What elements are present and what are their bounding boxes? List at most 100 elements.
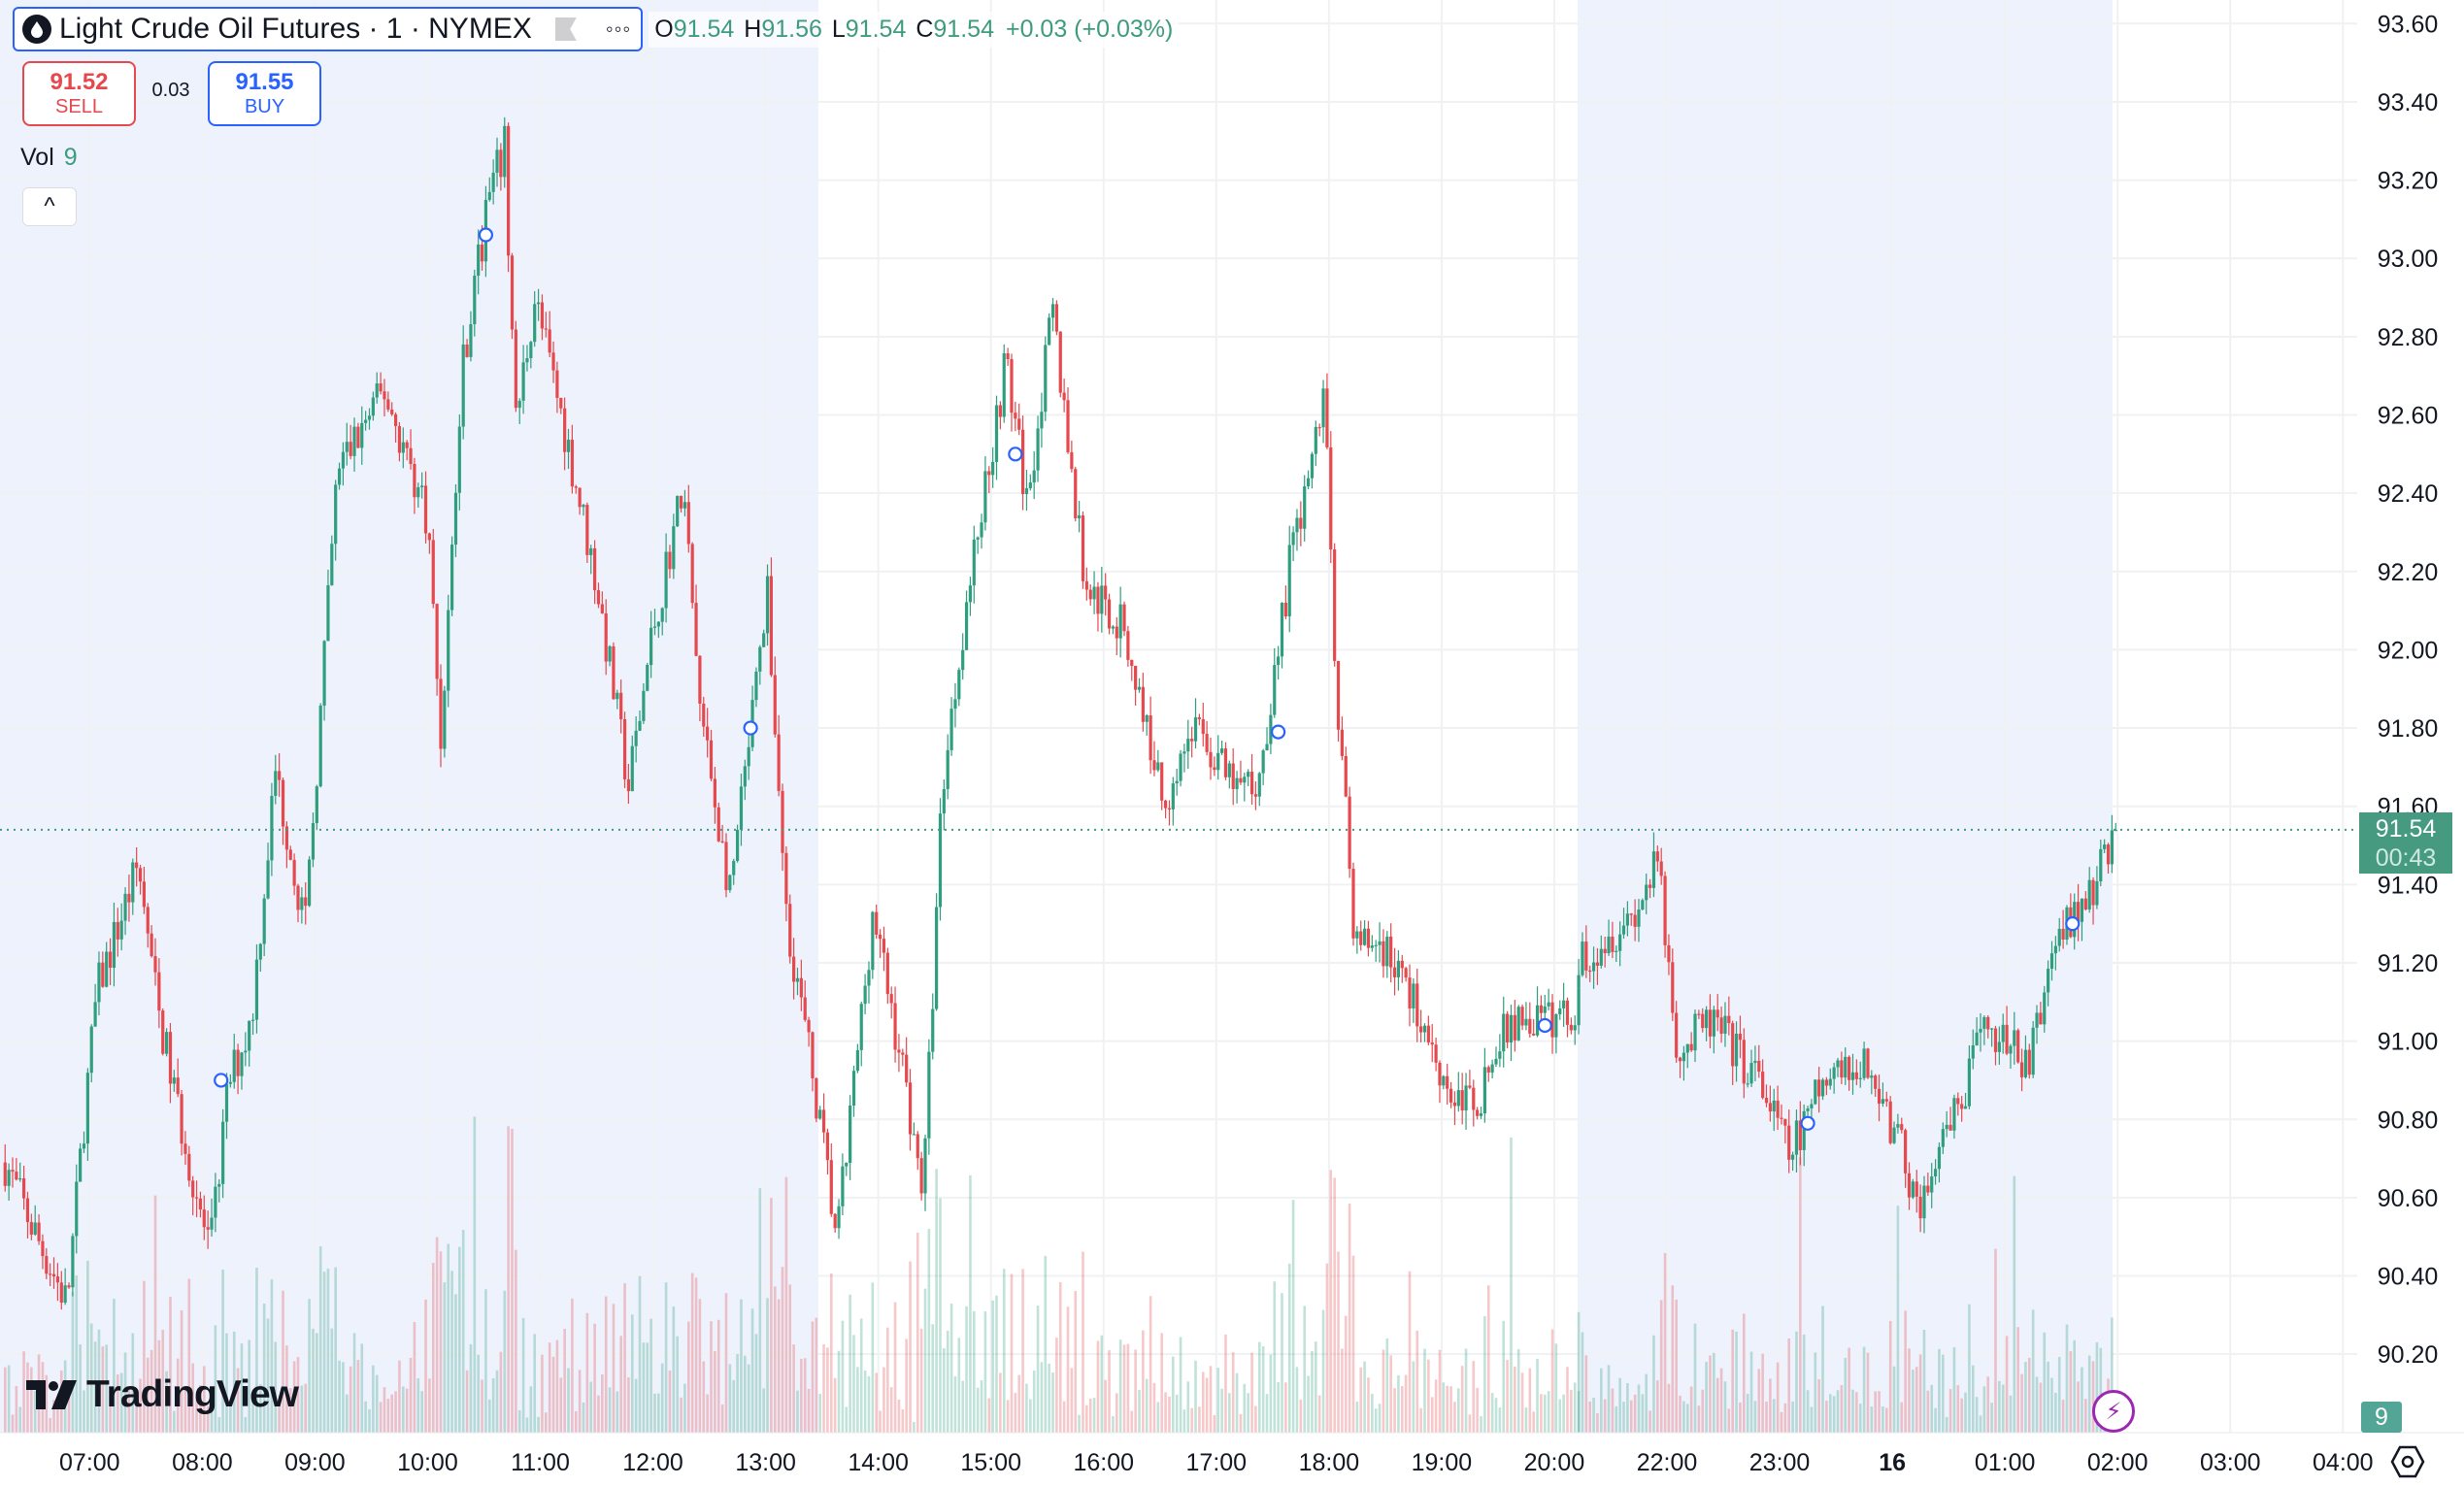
volume-bar [1179,1337,1182,1433]
candle-body [1426,1025,1430,1043]
candle-body [206,1227,210,1230]
candle-body [97,962,101,1003]
candle-body [1655,851,1659,862]
volume-bar [686,1321,690,1433]
candle-body [889,994,893,1004]
candle-body [1532,1033,1536,1036]
candle-body [1764,1098,1769,1104]
tradingview-logo[interactable]: TradingView [26,1373,299,1416]
volume-bar [1780,1411,1783,1433]
volume-bar [1633,1394,1637,1433]
candle-body [747,746,750,767]
candle-body [837,1206,841,1229]
price-tick-label: 93.00 [2378,246,2439,273]
candle-body [1134,666,1138,690]
settings-icon[interactable] [2390,1445,2425,1483]
candle-body [1520,1007,1524,1026]
candle-body [1460,1090,1464,1111]
candle-body [1952,1098,1956,1131]
candle-body [1705,1009,1709,1029]
volume-bar [206,1405,210,1433]
volume-bar [1209,1366,1213,1433]
price-tick-label: 92.60 [2378,403,2439,430]
candle-body [375,383,379,398]
candle-body [1689,1043,1693,1051]
volume-bar [2047,1361,2049,1433]
bar-countdown: 00:43 [2375,843,2437,872]
candle-body [390,409,394,414]
volume-bar [833,1377,837,1433]
volume-bar [454,1294,457,1433]
volume-bar [1986,1376,1990,1433]
volume-bar [1427,1359,1430,1433]
volume-bar [1844,1357,1848,1433]
volume-bar [969,1174,972,1433]
candle-body [1048,317,1051,346]
volume-bar [285,1345,288,1433]
price-tick-label: 91.40 [2378,872,2439,899]
volume-bar [841,1320,845,1433]
candle-body [187,1153,191,1181]
volume-bar [495,1370,499,1433]
candle-body [2114,829,2117,832]
volume-bar [770,1198,773,1433]
candle-body [1651,851,1656,888]
volume-bar [1705,1362,1708,1433]
candle-body [765,576,770,634]
candle-body [1524,1018,1528,1026]
volume-bar [1397,1374,1400,1433]
volume-bar [935,1169,938,1433]
volume-bar [567,1368,570,1433]
candle-body [1359,931,1363,945]
volume-bar [225,1333,228,1433]
candle-body [1092,586,1096,600]
more-icon[interactable]: ◦◦◦ [605,17,632,41]
sell-button[interactable]: 91.52 SELL [22,61,136,126]
candle-body [1257,773,1261,797]
candle-body [477,244,481,277]
volume-bar [784,1176,788,1433]
candle-body [1201,718,1205,735]
low-value: 91.54 [845,15,907,43]
volume-bar [1194,1360,1197,1433]
volume-bar [157,1339,161,1433]
volume-bar [1295,1367,1299,1433]
volume-bar [469,1343,473,1433]
volume-bar [1855,1392,1858,1433]
volume-bar [1960,1398,1963,1433]
time-tick-label: 13:00 [735,1449,796,1476]
candle-body [1062,392,1066,401]
volume-bar [2081,1367,2083,1433]
volume-bar [822,1343,825,1433]
flag-icon[interactable] [554,17,577,41]
candle-body [818,1109,822,1119]
volume-bar [1828,1394,1832,1433]
volume-bar [683,1383,686,1433]
volume-bar [897,1399,901,1433]
candle-body [1888,1101,1892,1143]
volume-bar [1622,1402,1625,1433]
candle-body [397,426,402,453]
volume-bar [372,1365,375,1433]
candle-body [244,1050,248,1053]
volume-bar [1134,1349,1137,1433]
candle-body [1757,1060,1761,1073]
buy-button[interactable]: 91.55 BUY [208,61,321,126]
volume-bar [1348,1204,1351,1433]
lightning-icon[interactable]: ⚡︎ [2092,1390,2135,1433]
candle-body [1543,1006,1547,1013]
time-tick-label: 01:00 [1975,1449,2036,1476]
collapse-legend-button[interactable]: ^ [22,187,77,226]
candle-body [176,1077,180,1095]
symbol-selector[interactable]: Light Crude Oil Futures · 1 · NYMEX ◦◦◦ [13,7,644,51]
price-tick-label: 90.20 [2378,1341,2439,1369]
volume-bar [601,1373,604,1433]
candle-body [1122,604,1126,632]
candle-body [112,921,117,969]
volume-bar [511,1128,514,1433]
volume-bar [304,1383,308,1433]
candle-body [563,408,567,452]
volume-bar [916,1232,919,1433]
volume-bar [1374,1408,1378,1433]
